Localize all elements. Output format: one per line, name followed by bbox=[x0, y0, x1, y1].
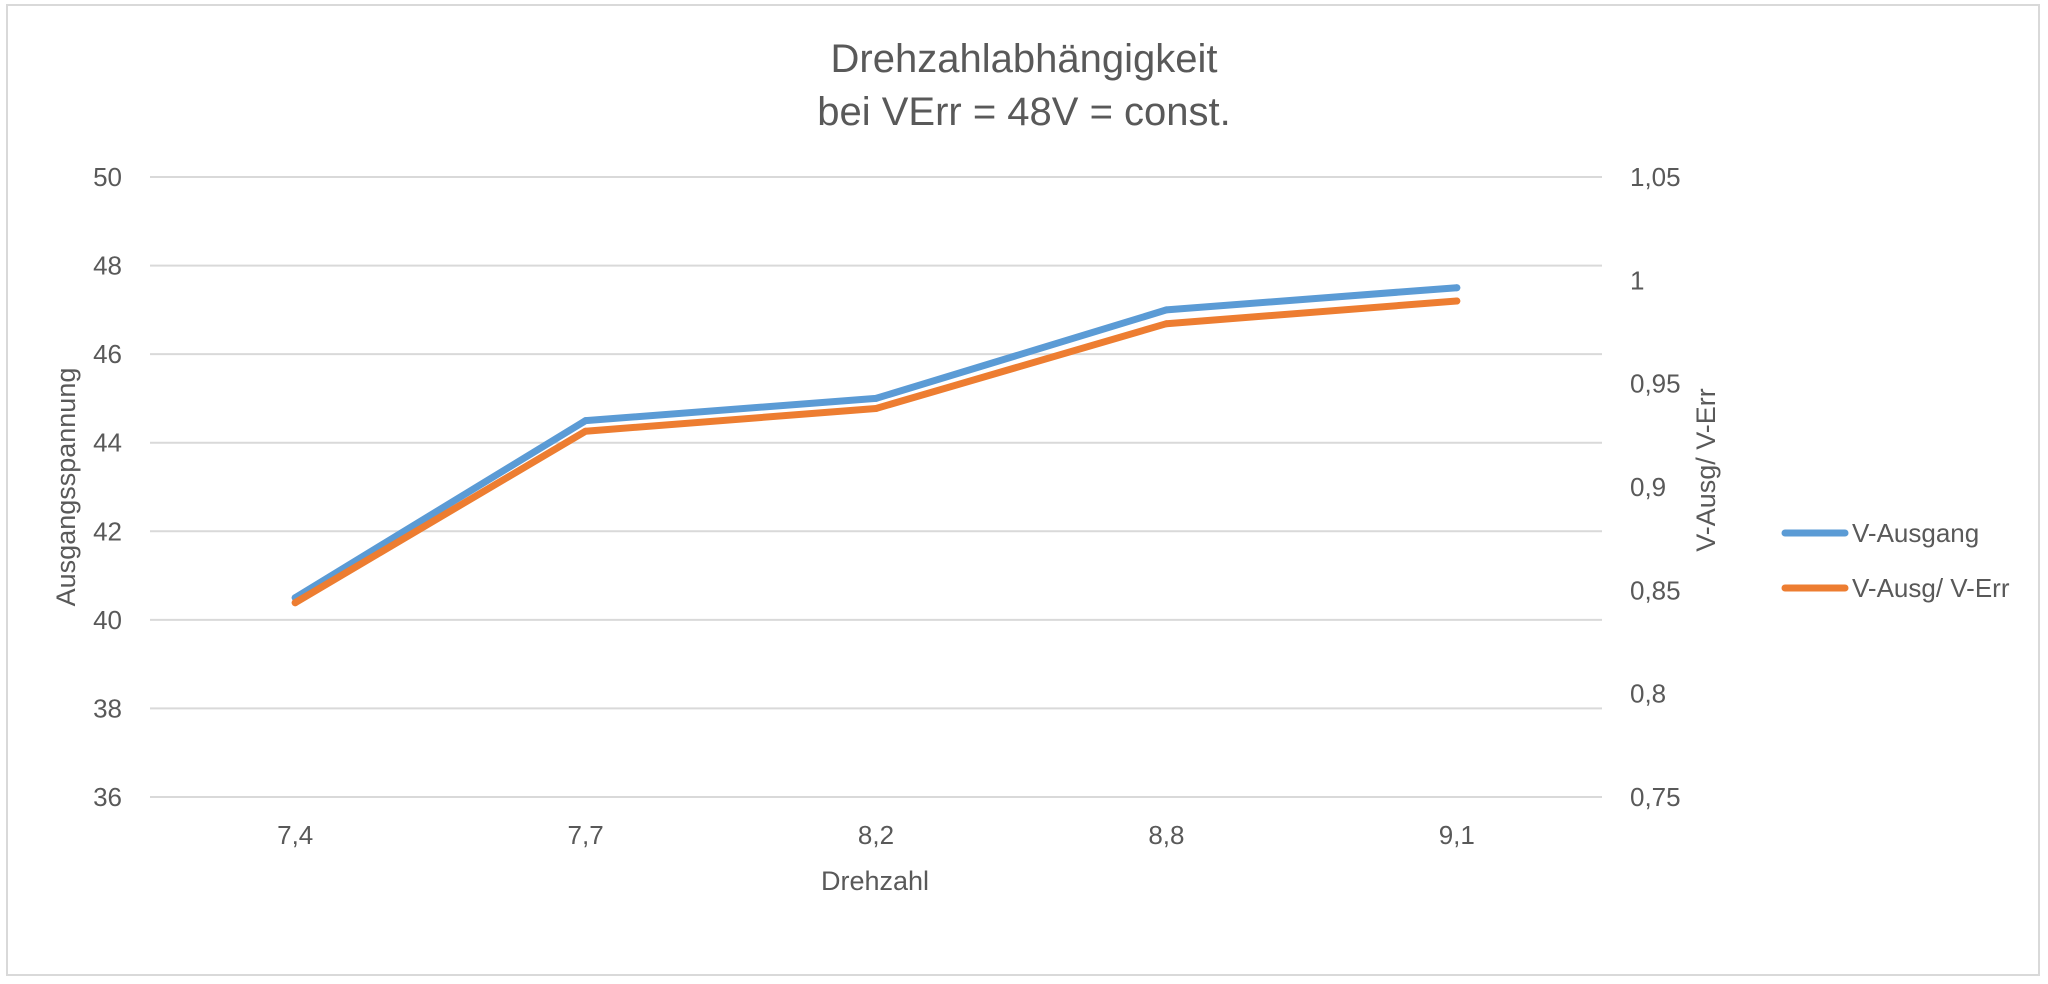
legend: V-Ausgang V-Ausg/ V-Err bbox=[1781, 518, 2010, 603]
data-point bbox=[1162, 320, 1170, 328]
y-tick-label: 36 bbox=[93, 782, 122, 812]
data-point bbox=[1162, 306, 1170, 314]
data-point bbox=[872, 394, 880, 402]
data-point bbox=[291, 599, 299, 607]
y2-tick-label: 0,9 bbox=[1630, 472, 1666, 502]
legend-label: V-Ausgang bbox=[1852, 518, 1979, 548]
y2-tick-label: 0,75 bbox=[1630, 782, 1681, 812]
x-tick-label: 7,7 bbox=[568, 820, 604, 850]
x-tick-label: 7,4 bbox=[277, 820, 313, 850]
gridlines bbox=[150, 176, 1602, 798]
series-layer bbox=[291, 284, 1461, 607]
data-point bbox=[1453, 284, 1461, 292]
y-tick-label: 50 bbox=[93, 162, 122, 192]
y2-tick-label: 1 bbox=[1630, 265, 1644, 295]
y-tick-label: 40 bbox=[93, 605, 122, 635]
right-axis-ticks: 0,75 0,8 0,85 0,9 0,95 1 1,05 bbox=[1630, 162, 1681, 812]
legend-label: V-Ausg/ V-Err bbox=[1852, 573, 2010, 603]
y2-tick-label: 1,05 bbox=[1630, 162, 1681, 192]
x-axis-title: Drehzahl bbox=[821, 866, 929, 896]
y-tick-label: 46 bbox=[93, 339, 122, 369]
chart-frame bbox=[6, 4, 2040, 976]
data-point bbox=[582, 427, 590, 435]
data-point bbox=[582, 417, 590, 425]
left-axis-ticks: 36 38 40 42 44 46 48 50 bbox=[93, 162, 122, 812]
y-tick-label: 42 bbox=[93, 516, 122, 546]
data-point bbox=[1453, 297, 1461, 305]
data-point bbox=[872, 404, 880, 412]
x-axis-ticks: 7,4 7,7 8,2 8,8 9,1 bbox=[277, 820, 1475, 850]
y-tick-label: 44 bbox=[93, 428, 122, 458]
y2-axis-title: V-Ausg/ V-Err bbox=[1691, 388, 1721, 552]
y2-tick-label: 0,85 bbox=[1630, 575, 1681, 605]
chart-title-line-1: Drehzahlabhängigkeit bbox=[831, 37, 1218, 81]
y-axis-title: Ausgangsspannung bbox=[51, 368, 81, 607]
y2-tick-label: 0,95 bbox=[1630, 369, 1681, 399]
x-tick-label: 9,1 bbox=[1439, 820, 1475, 850]
x-tick-label: 8,8 bbox=[1148, 820, 1184, 850]
y2-tick-label: 0,8 bbox=[1630, 679, 1666, 709]
series-line bbox=[291, 297, 1461, 607]
chart-title-line-2: bei VErr = 48V = const. bbox=[817, 90, 1231, 134]
y-tick-label: 38 bbox=[93, 693, 122, 723]
y-tick-label: 48 bbox=[93, 251, 122, 281]
x-tick-label: 8,2 bbox=[858, 820, 894, 850]
